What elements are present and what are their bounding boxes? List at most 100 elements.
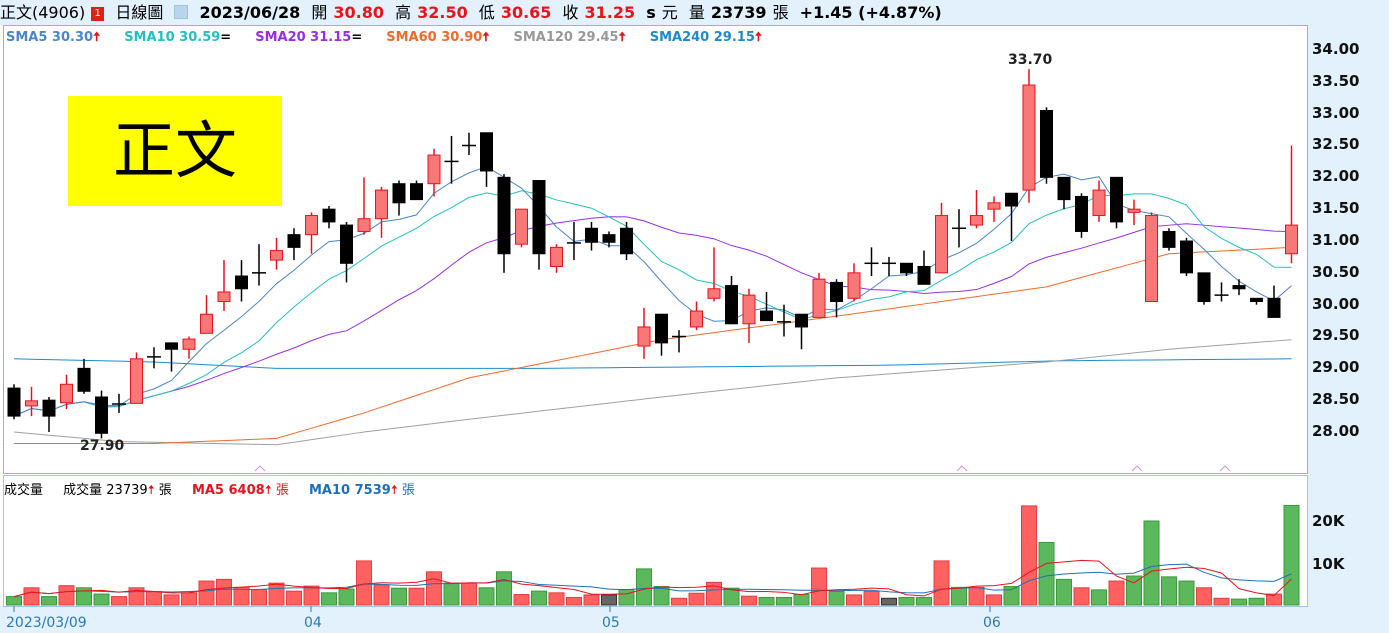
flat-icon: = [220, 30, 232, 45]
alert-badge-icon[interactable]: 1 [91, 7, 105, 21]
up-arrow-icon: 🠅 [147, 483, 155, 498]
event-marker-icon [1131, 465, 1143, 472]
volume-tick: 10K [1312, 555, 1345, 573]
candle-body [305, 215, 318, 236]
event-marker-icon [254, 465, 266, 472]
x-axis-label: 2023/03/09 [6, 615, 87, 631]
candle-body [427, 154, 441, 185]
close-label: 收 [562, 3, 579, 22]
volume-bar [373, 584, 390, 606]
volume-bar [671, 597, 687, 606]
price-change: +1.45 (+4.87%) [799, 3, 942, 22]
candle-body [165, 342, 178, 350]
candle-body [77, 367, 91, 392]
open-label: 開 [311, 3, 328, 22]
candle-body [970, 215, 983, 226]
volume-bar [111, 596, 127, 606]
volume-unit: 張 [772, 3, 789, 22]
volume-bar [408, 587, 425, 606]
up-arrow-icon: 🠅 [482, 30, 490, 45]
candle-body [130, 358, 143, 404]
event-marker-icon [1219, 465, 1231, 472]
volume-tick: 20K [1312, 512, 1345, 530]
volume-bar [1108, 580, 1125, 606]
volume-bar [1283, 504, 1300, 606]
price-tick: 32.50 [1312, 135, 1360, 154]
volume-bar [23, 587, 40, 606]
volume-bar [548, 592, 565, 606]
candle-body [917, 265, 931, 285]
volume-bar [881, 597, 897, 606]
volume-bar [741, 595, 757, 606]
volume-bar [1196, 587, 1212, 606]
volume-bar [636, 568, 652, 606]
price-tick: 28.00 [1312, 421, 1360, 440]
volume-bar [356, 560, 372, 606]
volume-bar [76, 587, 92, 606]
volume-bar [776, 596, 792, 606]
volume-bar [1056, 578, 1072, 606]
x-axis-label: 06 [983, 615, 1001, 631]
volume-bar [496, 571, 512, 606]
volume-unit: 張 [401, 483, 415, 498]
candle-body [1022, 84, 1036, 191]
candle-body [795, 313, 808, 328]
price-tick: 33.50 [1312, 71, 1360, 90]
volume-bar [1021, 505, 1037, 606]
candle-body [987, 202, 1001, 210]
candle-body [847, 272, 861, 299]
volume-title: 成交量 [4, 483, 44, 498]
volume-bar [1231, 598, 1247, 606]
volume-bar [443, 582, 460, 606]
price-tick: 28.50 [1312, 390, 1360, 409]
volume-bar [723, 587, 740, 606]
volume-bar [618, 588, 635, 606]
price-tick: 31.00 [1312, 230, 1360, 249]
sma20-line [13, 216, 1292, 417]
volume-bar [828, 591, 845, 606]
volume-bar [601, 594, 617, 606]
volume-bar [233, 586, 250, 606]
volume-label: 量 [688, 3, 705, 22]
candle-body [812, 278, 826, 318]
flat-icon: = [351, 30, 363, 45]
volume-ma10: MA10 7539 [308, 483, 391, 498]
candle-body [1180, 240, 1193, 274]
candle-body [690, 310, 703, 328]
high-value: 32.50 [417, 3, 468, 22]
quote-header: 正文(4906) 1 日線圖 2023/06/28 開 30.80 高 32.50 低… [0, 0, 1389, 25]
candle-body [480, 132, 493, 172]
volume-value: 23739 [710, 3, 767, 22]
candle-body [217, 291, 231, 302]
event-marker-icon [956, 465, 968, 472]
volume-bar [181, 592, 197, 606]
volume-bar [863, 591, 880, 606]
currency-unit: 元 [661, 3, 678, 22]
volume-bar [338, 588, 355, 606]
sma-legend-item: SMA240 29.15 [649, 30, 755, 45]
candle-body [392, 183, 406, 204]
sma-legend-item: SMA120 29.45 [513, 30, 619, 45]
candle-body [1267, 297, 1281, 318]
volume-bar [461, 582, 477, 606]
candle-body [585, 227, 598, 243]
volume-bar [1003, 586, 1020, 606]
volume-bar [846, 594, 862, 606]
dropdown-checkbox-icon[interactable] [174, 5, 189, 19]
up-arrow-icon: 🠅 [264, 483, 272, 498]
candle-body [340, 224, 353, 264]
period-label[interactable]: 日線圖 [115, 3, 164, 22]
quote-date: 2023/06/28 [199, 3, 301, 22]
candle-body [322, 208, 336, 223]
volume-bar [1248, 597, 1265, 606]
volume-bar [1178, 580, 1195, 606]
volume-bar [1073, 587, 1090, 606]
company-logo: 正文 [68, 96, 282, 206]
volume-unit: 張 [158, 483, 172, 498]
candle-body [515, 208, 528, 245]
volume-bar [1161, 576, 1177, 606]
sma240-line [13, 358, 1292, 369]
volume-bar [916, 596, 932, 606]
volume-bar [583, 594, 600, 606]
